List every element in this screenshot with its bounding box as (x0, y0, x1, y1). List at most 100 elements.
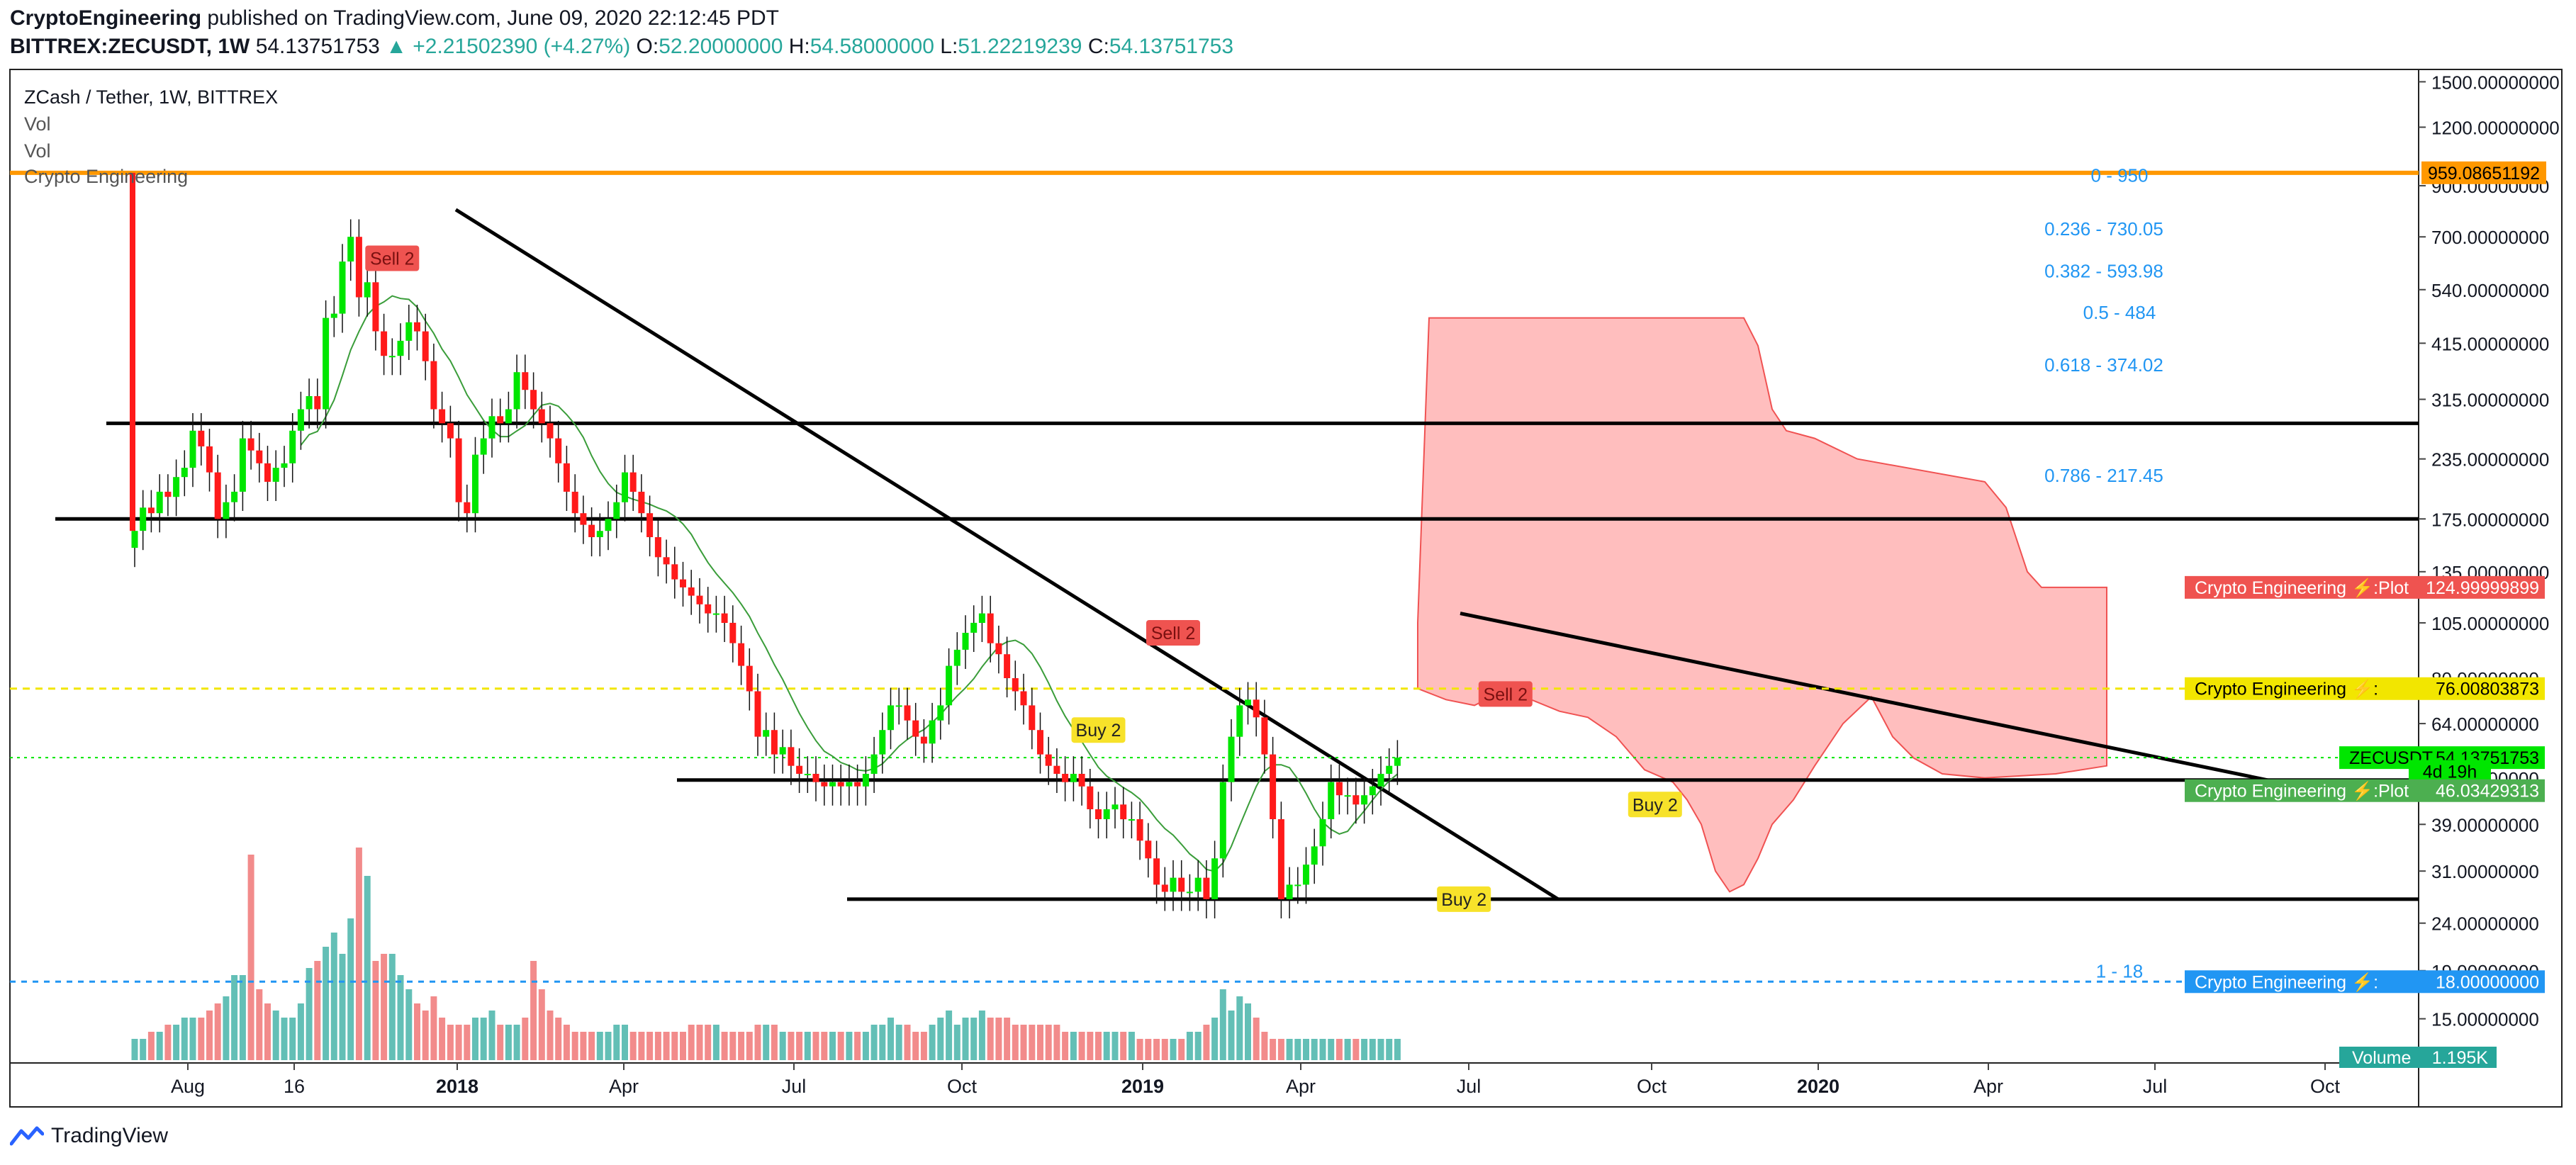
candle-body (588, 524, 595, 537)
candle-body (1111, 804, 1119, 810)
volume-badge (2339, 1047, 2497, 1068)
price-labels: 959.08651192 Crypto Engineering ⚡:Plot 124… (2185, 161, 2546, 1068)
candle-body (513, 372, 520, 410)
candle-body (1311, 846, 1318, 865)
candle-body (223, 502, 230, 519)
volume-bar (920, 1032, 927, 1060)
volume-bar (929, 1025, 936, 1060)
candle-body (422, 331, 429, 361)
buy-signal-box (1628, 792, 1682, 818)
volume-bar (164, 1025, 172, 1060)
candle-body (646, 513, 654, 537)
candle-body (330, 313, 337, 318)
y-tick-label: 235.00000000 (2431, 449, 2549, 471)
volume-bar (563, 1025, 570, 1060)
candle-body (696, 595, 703, 604)
volume-bar (1037, 1025, 1043, 1060)
fib-level-label: 0.382 - 593.98 (2044, 260, 2163, 281)
volume-bar (895, 1025, 902, 1060)
candle-body (1037, 730, 1043, 755)
candle-body (1369, 786, 1376, 796)
tradingview-brand[interactable]: TradingView (51, 1124, 169, 1147)
volume-bar (131, 1039, 138, 1060)
volume-bar (430, 996, 437, 1060)
candle-body (862, 774, 869, 787)
buy-signal-box (1071, 717, 1126, 743)
volume-bar (306, 968, 313, 1060)
candle-body (364, 282, 371, 298)
price-label-box (2185, 575, 2545, 599)
y-tick-label: 700.00000000 (2431, 227, 2549, 248)
volume-bar (763, 1025, 770, 1060)
volume-bar (1053, 1025, 1060, 1060)
resistance-cloud (1417, 317, 2107, 893)
candle-body (1211, 858, 1219, 899)
candle-body (712, 613, 719, 615)
price-change: +2.21502390 (+4.27%) (413, 35, 631, 58)
volume-bar (156, 1032, 163, 1060)
volume-bar (247, 855, 254, 1060)
volume-bar (1353, 1039, 1360, 1060)
candle-body (189, 430, 196, 468)
candle-body (555, 438, 562, 463)
candle-body (306, 396, 313, 410)
candle-body (1170, 877, 1177, 892)
up-arrow-icon: ▲ (386, 35, 407, 58)
candle-body (953, 649, 961, 666)
candle-body (946, 665, 953, 706)
y-tick-label: 175.00000000 (2431, 509, 2549, 530)
volume-bar (256, 989, 263, 1060)
x-tick-label: Jul (782, 1076, 807, 1097)
x-tick-label: Apr (1973, 1076, 2003, 1097)
volume-bar (1386, 1039, 1393, 1060)
legend-indicator: Crypto Engineering (24, 166, 188, 187)
legend: ZCash / Tether, 1W, BITTREX Vol Vol Cryp… (24, 86, 278, 187)
candle-body (1045, 754, 1052, 766)
price-label-box (2185, 677, 2545, 700)
x-tick-label: Oct (2310, 1076, 2341, 1097)
candle-body (1103, 809, 1110, 819)
candle-body (164, 491, 172, 497)
candle-body (388, 356, 396, 358)
author-name[interactable]: CryptoEngineering (10, 6, 202, 30)
x-tick-label: 16 (284, 1076, 305, 1097)
fib-levels: 0 - 950 0.236 - 730.05 0.382 - 593.98 0.5 -… (2044, 165, 2163, 982)
sell-signal-box (1478, 681, 1533, 707)
y-tick-label: 105.00000000 (2431, 613, 2549, 634)
candle-body (414, 322, 420, 332)
candle-body (837, 782, 844, 787)
sell-signal-box (1146, 620, 1200, 646)
volume-bar (513, 1025, 520, 1060)
countdown-box (2409, 760, 2491, 783)
volume-bar (870, 1025, 878, 1060)
candle-body (488, 416, 495, 439)
candle-body (1004, 654, 1011, 678)
candle-body (281, 463, 288, 468)
volume-bar (605, 1032, 612, 1060)
candle-body (231, 491, 238, 502)
candle-body (1377, 774, 1384, 787)
volume-bar (862, 1032, 869, 1060)
last-price: 54.13751753 (255, 35, 380, 58)
volume-bar (1253, 1018, 1260, 1060)
candle-body (920, 736, 927, 744)
volume-bar (1020, 1025, 1027, 1060)
volume-bar (530, 961, 537, 1060)
volume-bar (712, 1025, 719, 1060)
candle-body (779, 747, 786, 755)
legend-vol-2: Vol (24, 140, 51, 162)
volume-bar (804, 1032, 811, 1060)
candle-body (397, 340, 404, 356)
volume-bar (1178, 1039, 1185, 1060)
volume-bar (946, 1011, 953, 1060)
candle-body (272, 468, 279, 482)
volume-bar (181, 1018, 188, 1060)
volume-bar (1211, 1018, 1219, 1060)
candle-body (1161, 884, 1168, 892)
downtrend-line-main (454, 208, 1559, 901)
candle-body (538, 409, 545, 424)
open-value: 52.20000000 (659, 35, 783, 58)
volume-bar (696, 1025, 703, 1060)
price-label-name: Crypto Engineering ⚡: (2195, 972, 2378, 993)
